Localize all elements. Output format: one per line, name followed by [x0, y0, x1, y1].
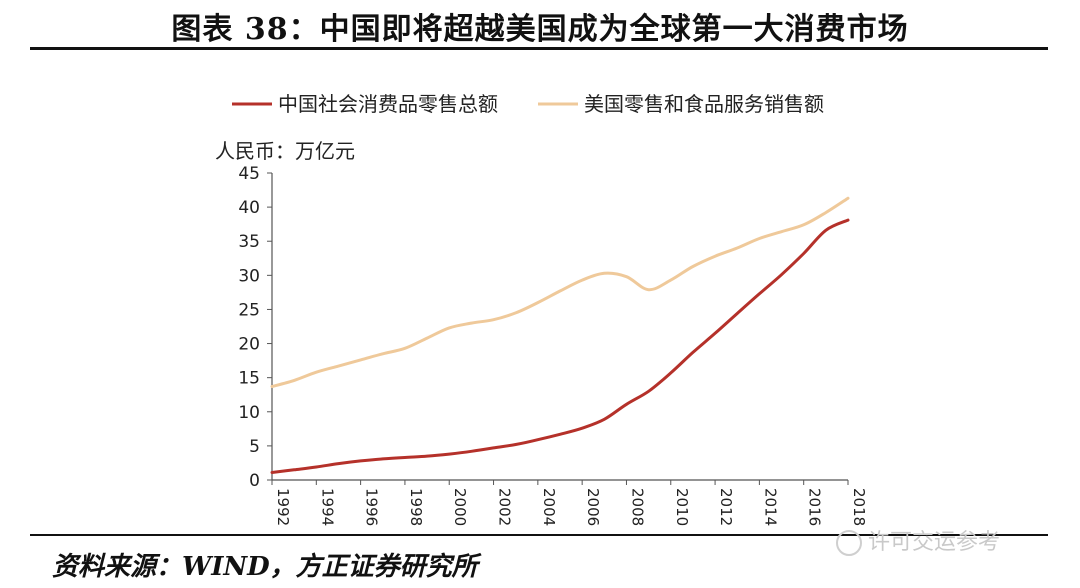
x-tick-label: 2006: [584, 488, 602, 526]
y-tick-label: 40: [238, 198, 260, 218]
legend-label: 中国社会消费品零售总额: [278, 92, 498, 116]
y-tick-label: 20: [238, 335, 260, 355]
x-tick-label: 2004: [540, 488, 558, 526]
watermark-text: 许可交运参考: [868, 530, 1001, 555]
source-note: 资料来源：WIND，方正证券研究所: [52, 552, 478, 582]
title-rule: [30, 47, 1048, 50]
wechat-icon: [836, 530, 862, 556]
legend-label: 美国零售和食品服务销售额: [584, 92, 824, 116]
x-tick-label: 1992: [274, 488, 292, 526]
page-title: 图表 38：中国即将超越美国成为全球第一大消费市场: [171, 12, 909, 47]
y-tick-label: 10: [238, 403, 260, 423]
y-tick-label: 45: [238, 164, 260, 184]
y-tick-label: 25: [238, 300, 260, 320]
y-tick-label: 30: [238, 266, 260, 286]
x-tick-label: 1996: [363, 488, 381, 526]
x-tick-label: 2002: [496, 488, 514, 526]
plot-area: [270, 196, 850, 474]
watermark: 许可交运参考: [836, 524, 1000, 556]
legend-china: 中国社会消费品零售总额: [232, 92, 498, 116]
x-tick-label: 1994: [318, 488, 336, 526]
series-line-us: [270, 196, 850, 388]
footer-rule: [30, 534, 1048, 536]
x-tick-label: 2012: [717, 488, 735, 526]
x-tick-label: 2000: [451, 488, 469, 526]
x-tick-label: 2016: [806, 488, 824, 526]
x-tick-label: 2010: [673, 488, 691, 526]
x-tick-label: 2014: [761, 488, 779, 526]
y-tick-label: 15: [238, 369, 260, 389]
y-tick-label: 35: [238, 232, 260, 252]
legend-us: 美国零售和食品服务销售额: [538, 92, 824, 116]
chart-legend: 中国社会消费品零售总额 美国零售和食品服务销售额: [232, 92, 824, 116]
y-tick-label: 5: [249, 437, 260, 457]
x-tick-label: 1998: [407, 488, 425, 526]
series-line-china: [270, 218, 850, 474]
x-tick-label: 2018: [850, 488, 868, 526]
y-axis-label: 人民币：万亿元: [215, 139, 355, 163]
x-tick-label: 2008: [628, 488, 646, 526]
y-tick-label: 0: [249, 471, 260, 491]
chart-axes: 0 5 10 15 20 25 30 35 40 45 1992 1994 1996 1998 2000 20…: [238, 164, 868, 526]
